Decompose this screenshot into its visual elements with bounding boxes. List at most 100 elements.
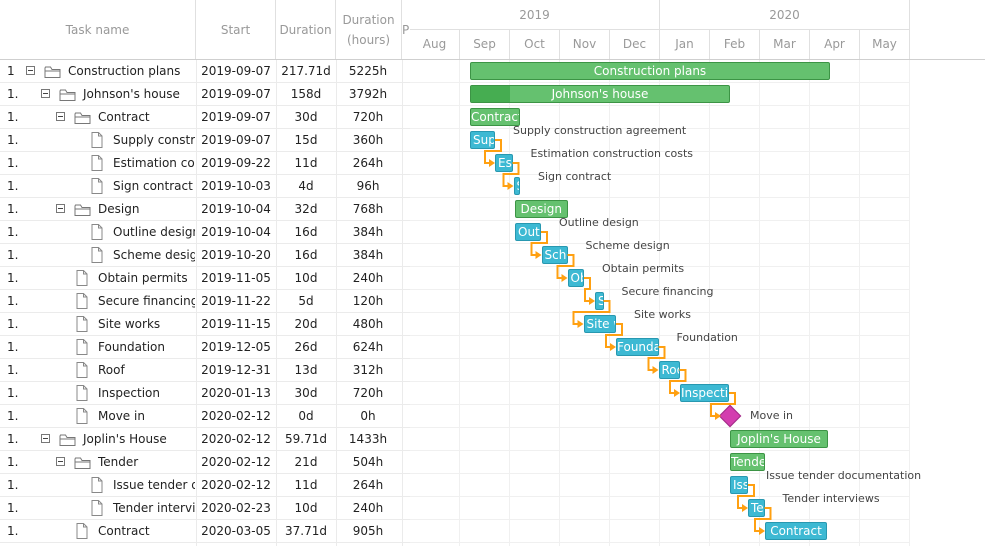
- project-bar[interactable]: Design: [515, 200, 568, 218]
- column-header-duration-hours[interactable]: Duration (hours): [336, 0, 402, 59]
- bar-side-label: Outline design: [559, 216, 639, 229]
- grid-row[interactable]: 1. Joplin's House 2020-02-12 59.71d 1433h: [0, 428, 410, 451]
- month-header: Nov: [560, 30, 610, 59]
- collapse-toggle-icon[interactable]: [26, 66, 35, 75]
- dependency-link[interactable]: [584, 277, 591, 302]
- task-bar[interactable]: Outli: [515, 223, 541, 241]
- grid-row[interactable]: 1. Roof 2019-12-31 13d 312h: [0, 359, 410, 382]
- dependency-arrow-icon: [489, 159, 495, 167]
- task-name-cell: Johnson's house: [24, 83, 195, 105]
- start-date: 2019-09-07: [201, 133, 271, 147]
- grid-row[interactable]: 1. Issue tender documentation 2020-02-12 11…: [0, 474, 410, 497]
- grid-row[interactable]: 1. Move in 2020-02-12 0d 0h: [0, 405, 410, 428]
- grid-row[interactable]: 1. Estimation construction costs 2019-09-2…: [0, 152, 410, 175]
- row-number: 1.: [7, 110, 19, 124]
- dependency-arrow-icon: [759, 527, 765, 535]
- grid-row[interactable]: 1. Foundation 2019-12-05 26d 624h: [0, 336, 410, 359]
- grid-row[interactable]: 1. Site works 2019-11-15 20d 480h: [0, 313, 410, 336]
- start-date: 2020-02-12: [201, 409, 271, 423]
- grid-row[interactable]: 1. Outline design 2019-10-04 16d 384h: [0, 221, 410, 244]
- dependency-link[interactable]: [484, 139, 502, 164]
- collapse-toggle-icon[interactable]: [41, 89, 50, 98]
- start-date: 2019-11-15: [201, 317, 271, 331]
- task-bar[interactable]: Iss: [730, 476, 748, 494]
- column-header-extra[interactable]: P: [402, 0, 410, 59]
- file-icon: [76, 293, 88, 312]
- grid-header: Task name Start Duration Duration (hours…: [0, 0, 410, 60]
- task-bar[interactable]: Roo: [658, 361, 680, 379]
- timeline-row-line: [410, 151, 910, 152]
- grid-row[interactable]: 1. Supply construction agreement 2019-09-0…: [0, 129, 410, 152]
- grid-row[interactable]: 1. Inspection 2020-01-13 30d 720h: [0, 382, 410, 405]
- grid-row[interactable]: 1. Obtain permits 2019-11-05 10d 240h: [0, 267, 410, 290]
- bar-label: Founda: [617, 340, 659, 354]
- grid-column-divider: [196, 60, 197, 546]
- dependency-arrow-icon: [589, 297, 595, 305]
- timeline-row-line: [410, 243, 910, 244]
- duration: 32d: [294, 202, 318, 216]
- task-bar[interactable]: Inspectio: [680, 384, 729, 402]
- grid-row[interactable]: 1. Johnson's house 2019-09-07 158d 3792h: [0, 83, 410, 106]
- start-date: 2019-11-05: [201, 271, 271, 285]
- dependency-link[interactable]: [530, 231, 548, 256]
- row-number: 1.: [7, 225, 19, 239]
- dependency-link[interactable]: [572, 300, 611, 325]
- project-bar[interactable]: Tende: [730, 453, 765, 471]
- column-header-start[interactable]: Start: [196, 0, 276, 59]
- collapse-toggle-icon[interactable]: [56, 204, 65, 213]
- dependency-link[interactable]: [605, 323, 623, 348]
- file-icon: [76, 316, 88, 335]
- task-bar[interactable]: Te: [748, 499, 765, 517]
- dependency-link[interactable]: [710, 392, 736, 417]
- task-bar[interactable]: Sche: [541, 246, 568, 264]
- dependency-link[interactable]: [754, 507, 772, 532]
- grid-row[interactable]: 1. Design 2019-10-04 32d 768h: [0, 198, 410, 221]
- task-bar[interactable]: Founda: [616, 338, 659, 356]
- task-bar[interactable]: S: [513, 177, 520, 195]
- project-bar[interactable]: Joplin's House: [730, 430, 828, 448]
- grid-row[interactable]: 1. Scheme design 2019-10-20 16d 384h: [0, 244, 410, 267]
- grid-row[interactable]: 1. Contract 2019-09-07 30d 720h: [0, 106, 410, 129]
- dependency-link[interactable]: [556, 254, 575, 279]
- bar-label: Ob: [570, 271, 584, 285]
- collapse-toggle-icon[interactable]: [56, 112, 65, 121]
- dependency-link[interactable]: [502, 162, 520, 187]
- start-date: 2019-09-07: [201, 110, 271, 124]
- column-header-duration-label: Duration: [279, 22, 332, 37]
- grid-row[interactable]: 1. Sign contract 2019-10-03 4d 96h: [0, 175, 410, 198]
- row-number: 1.: [7, 156, 19, 170]
- dependency-link[interactable]: [737, 484, 755, 509]
- row-number: 1.: [7, 455, 19, 469]
- dependency-link[interactable]: [647, 346, 666, 371]
- grid-row[interactable]: 1. Secure financing 2019-11-22 5d 120h: [0, 290, 410, 313]
- project-bar[interactable]: Johnson's house: [470, 85, 730, 103]
- task-bar[interactable]: Site w: [583, 315, 616, 333]
- column-header-duration[interactable]: Duration: [276, 0, 336, 59]
- collapse-toggle-icon[interactable]: [41, 434, 50, 443]
- task-bar[interactable]: Es: [495, 154, 513, 172]
- collapse-toggle-icon[interactable]: [56, 457, 65, 466]
- task-bar[interactable]: S: [595, 292, 604, 310]
- grid-row[interactable]: 1 Construction plans 2019-09-07 217.71d 5225…: [0, 60, 410, 83]
- timeline-row-line: [410, 289, 910, 290]
- task-name: Secure financing: [98, 294, 195, 308]
- grid-row[interactable]: 1. Tender interviews 2020-02-23 10d 240h: [0, 497, 410, 520]
- dependency-link[interactable]: [669, 369, 687, 394]
- task-bar[interactable]: Sup: [470, 131, 495, 149]
- timeline-row-line: [410, 335, 910, 336]
- timeline-row-line: [410, 174, 910, 175]
- task-name-cell: Outline design: [24, 221, 195, 243]
- bar-side-label: Issue tender documentation: [766, 469, 922, 482]
- project-bar[interactable]: Construction plans: [470, 62, 830, 80]
- start-date: 2020-03-05: [201, 524, 271, 538]
- grid-row[interactable]: 1. Contract 2020-03-05 37.71d 905h: [0, 520, 410, 543]
- column-header-task-name[interactable]: Task name: [0, 0, 196, 59]
- task-bar[interactable]: Ob: [567, 269, 584, 287]
- start-date: 2020-01-13: [201, 386, 271, 400]
- folder-icon: [74, 202, 92, 220]
- duration: 158d: [290, 87, 322, 101]
- grid-row[interactable]: 1. Tender 2020-02-12 21d 504h: [0, 451, 410, 474]
- task-bar[interactable]: Contract: [765, 522, 827, 540]
- timeline-gridline: [809, 60, 810, 546]
- project-bar[interactable]: Contract: [470, 108, 520, 126]
